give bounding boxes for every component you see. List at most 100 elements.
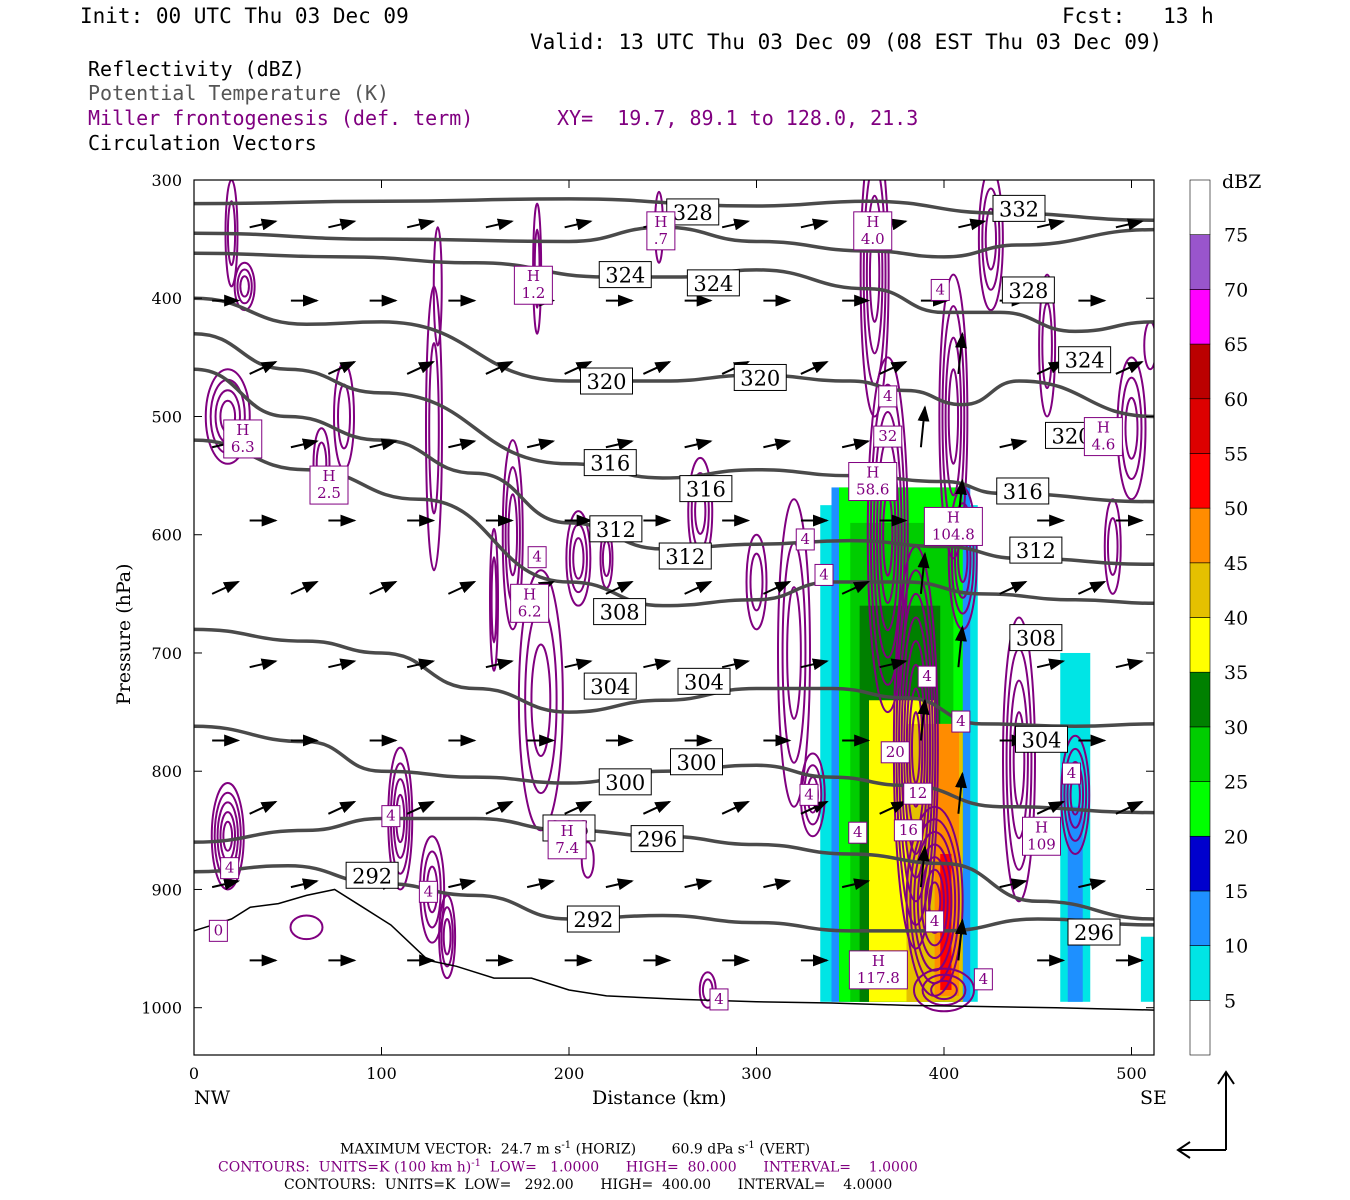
theta-label: 308 xyxy=(600,601,640,625)
theta-label-box xyxy=(1009,624,1063,652)
miller-contour xyxy=(601,539,612,578)
miller-contour xyxy=(920,856,949,947)
miller-label-box xyxy=(510,583,550,623)
circulation-vector xyxy=(955,331,967,375)
circulation-vector xyxy=(800,658,829,671)
theta-label: 300 xyxy=(605,771,645,795)
miller-label-box xyxy=(799,783,819,806)
circulation-vector xyxy=(800,361,829,375)
miller-contour xyxy=(222,820,234,852)
miller-label-box xyxy=(795,528,815,551)
miller-contour xyxy=(239,275,250,298)
circulation-vector xyxy=(447,580,477,595)
miller-contour xyxy=(786,586,802,720)
miller-label: H xyxy=(1097,419,1110,437)
miller-contour xyxy=(1002,616,1036,903)
circulation-vector xyxy=(763,438,792,451)
miller-label-box xyxy=(925,910,945,933)
circulation-vector xyxy=(448,878,477,891)
miller-label: 4 xyxy=(1067,764,1077,782)
miller-label-box xyxy=(1062,762,1081,785)
circulation-vector xyxy=(406,800,435,815)
circulation-vector xyxy=(369,438,398,451)
x-tick-label: 500 xyxy=(1116,1064,1147,1083)
miller-contour xyxy=(950,502,975,615)
forecast-hour: Fcst: 13 h xyxy=(1062,4,1214,28)
colorbar-tick-label: 75 xyxy=(1224,225,1248,247)
miller-label-box xyxy=(1022,816,1061,856)
theta-label-box xyxy=(1058,346,1112,374)
circulation-vector xyxy=(955,918,967,961)
circulation-vector xyxy=(1077,580,1107,595)
y-tick-label: 800 xyxy=(151,762,182,781)
miller-label: 4 xyxy=(853,823,863,841)
miller-label: H xyxy=(866,213,879,231)
miller-label: 4 xyxy=(800,530,810,548)
circulation-vector xyxy=(605,580,634,595)
colorbar-tick-label: 15 xyxy=(1224,881,1248,903)
miller-label-box xyxy=(917,665,937,688)
miller-label-box xyxy=(878,385,898,408)
colorbar-swatch xyxy=(1189,507,1211,564)
circulation-vector xyxy=(684,438,713,451)
circulation-vector xyxy=(406,218,436,231)
circulation-vector xyxy=(249,800,278,815)
theta-label: 316 xyxy=(686,478,726,502)
circulation-vector xyxy=(249,218,278,231)
miller-contour xyxy=(507,493,519,577)
legend-theta: Potential Temperature (K) xyxy=(88,81,390,105)
x-left-end-label: NW xyxy=(194,1087,231,1109)
miller-label-box xyxy=(848,462,898,502)
colorbar-swatch xyxy=(1189,781,1211,837)
y-tick-label: 400 xyxy=(151,289,182,308)
theta-contour-316 xyxy=(194,331,1154,504)
circulation-vector xyxy=(211,878,241,891)
miller-label: H xyxy=(1035,818,1048,836)
valid-time: Valid: 13 UTC Thu 03 Dec 09 (08 EST Thu … xyxy=(530,30,1163,54)
miller-label: 16 xyxy=(899,821,918,839)
miller-label-box xyxy=(848,821,868,844)
circulation-vector xyxy=(211,580,240,595)
circulation-vector xyxy=(605,878,634,891)
miller-label: 109 xyxy=(1027,835,1056,853)
miller-contour xyxy=(981,187,1001,291)
theta-label: 304 xyxy=(1021,728,1061,752)
circulation-vector xyxy=(917,845,930,888)
miller-label-box xyxy=(547,820,587,860)
theta-label-box xyxy=(996,477,1050,505)
y-tick-label: 700 xyxy=(151,644,182,663)
circulation-vector xyxy=(369,580,398,595)
circulation-vector xyxy=(917,551,930,594)
circulation-vectors xyxy=(211,218,1144,967)
miller-label: 0 xyxy=(214,921,224,939)
colorbar-swatch xyxy=(1189,890,1211,946)
theta-label: 300 xyxy=(676,751,716,775)
miller-contour xyxy=(1124,396,1139,460)
miller-label: 4 xyxy=(819,565,829,583)
miller-label: H xyxy=(561,822,574,840)
miller-contour xyxy=(1063,747,1088,842)
miller-label-box xyxy=(513,265,553,305)
circulation-vector xyxy=(999,438,1028,451)
miller-contour xyxy=(924,868,945,934)
miller-contour xyxy=(572,537,585,580)
miller-contour xyxy=(524,606,558,795)
miller-label-box xyxy=(853,211,893,251)
theta-label-box xyxy=(580,367,633,395)
legend-vectors: Circulation Vectors xyxy=(88,131,317,155)
miller-label: 4.6 xyxy=(1091,436,1115,454)
circulation-vector xyxy=(328,218,357,231)
colorbar-swatch xyxy=(1189,562,1211,618)
miller-contour xyxy=(501,439,524,631)
circulation-vector xyxy=(290,878,319,891)
circulation-vector xyxy=(955,625,967,668)
reference-vector xyxy=(1176,1070,1235,1159)
theta-label: 320 xyxy=(586,370,626,394)
circulation-vector xyxy=(290,580,319,595)
circulation-vector xyxy=(1115,658,1144,671)
theta-label: 320 xyxy=(740,366,780,390)
miller-contour xyxy=(337,383,351,450)
colorbar-swatch xyxy=(1189,835,1211,892)
circulation-vector xyxy=(1036,800,1065,815)
circulation-vector xyxy=(406,658,436,671)
